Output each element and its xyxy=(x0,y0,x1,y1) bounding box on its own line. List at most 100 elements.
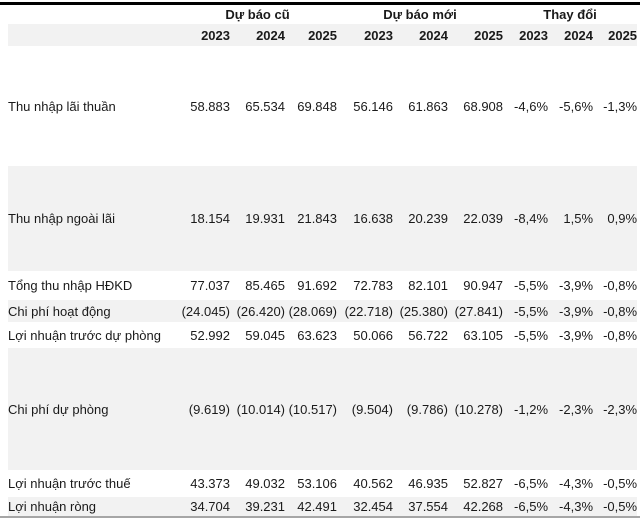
year-header: 2023 xyxy=(364,27,393,43)
cell-value: 85.465 xyxy=(245,278,285,293)
cell-value: -2,3% xyxy=(603,401,638,417)
cell-value: 53.106 xyxy=(297,476,337,491)
cell-value: 82.101 xyxy=(408,278,448,293)
cell-value: 50.066 xyxy=(353,327,393,343)
cell-value: -0,5% xyxy=(603,476,638,491)
cell-value: -8,4% xyxy=(514,211,549,226)
column-group-header-row: Dự báo cũ Dự báo mới Thay đổi xyxy=(8,5,637,24)
year-header: 2023 xyxy=(519,27,549,43)
cell-value: 69.848 xyxy=(297,98,337,114)
cell-value: 39.231 xyxy=(245,499,285,514)
cell-value: 40.562 xyxy=(353,476,393,491)
year-header-row: 2023 2024 2025 2023 2024 2025 2023 2024 … xyxy=(8,24,638,46)
table-row: Thu nhập lãi thuần 58.883 65.534 69.848 … xyxy=(8,46,637,166)
cell-value: 19.931 xyxy=(245,211,285,226)
year-header: 2024 xyxy=(564,27,594,43)
cell-value: 56.146 xyxy=(353,98,393,114)
cell-value: -0,8% xyxy=(603,303,638,319)
cell-value: 1,5% xyxy=(563,211,594,226)
cell-value: 0,9% xyxy=(607,211,638,226)
table-row: Tổng thu nhập HĐKD 77.037 85.465 91.692 … xyxy=(8,271,637,300)
cell-value: (25.380) xyxy=(399,303,448,319)
cell-value: (22.718) xyxy=(344,303,393,319)
cell-value: -5,6% xyxy=(559,98,594,114)
cell-value: (10.278) xyxy=(454,401,504,417)
table-bottom-border xyxy=(0,516,640,518)
cell-value: 56.722 xyxy=(408,327,448,343)
cell-value: 59.045 xyxy=(245,327,285,343)
cell-value: 91.692 xyxy=(297,278,337,293)
col-group-new-forecast: Dự báo mới xyxy=(383,7,457,22)
table-row: Lợi nhuận trước dự phòng 52.992 59.045 6… xyxy=(8,322,637,348)
year-header: 2025 xyxy=(608,27,638,43)
cell-value: (28.069) xyxy=(288,303,337,319)
row-label: Thu nhập lãi thuần xyxy=(8,98,116,114)
table-row: Thu nhập ngoài lãi 18.154 19.931 21.843 … xyxy=(8,166,638,271)
year-header: 2024 xyxy=(256,27,285,43)
cell-value: 16.638 xyxy=(353,211,393,226)
cell-value: 34.704 xyxy=(190,499,230,514)
row-label: Chi phí dự phòng xyxy=(8,401,109,417)
cell-value: 52.827 xyxy=(463,476,504,491)
cell-value: -4,6% xyxy=(514,98,549,114)
cell-value: -5,5% xyxy=(514,278,549,293)
cell-value: 65.534 xyxy=(245,98,285,114)
row-label: Lợi nhuận ròng xyxy=(8,499,97,514)
cell-value: -3,9% xyxy=(559,303,594,319)
label-column-spacer xyxy=(8,24,178,46)
cell-value: 21.843 xyxy=(297,211,337,226)
cell-value: 42.268 xyxy=(463,499,504,514)
cell-value: -2,3% xyxy=(559,401,594,417)
cell-value: 49.032 xyxy=(245,476,285,491)
cell-value: 37.554 xyxy=(408,499,448,514)
cell-value: 20.239 xyxy=(408,211,448,226)
cell-value: -3,9% xyxy=(559,278,594,293)
cell-value: (9.786) xyxy=(406,401,448,417)
cell-value: -6,5% xyxy=(514,476,549,491)
cell-value: 72.783 xyxy=(353,278,393,293)
cell-value: 68.908 xyxy=(463,98,504,114)
year-header: 2023 xyxy=(201,27,230,43)
cell-value: 63.105 xyxy=(463,327,504,343)
table-row: Lợi nhuận ròng 34.704 39.231 42.491 32.4… xyxy=(8,497,638,516)
table-row: Chi phí hoạt động (24.045) (26.420) (28.… xyxy=(8,300,638,322)
row-label: Thu nhập ngoài lãi xyxy=(8,211,115,226)
cell-value: -3,9% xyxy=(559,327,594,343)
forecast-table-page: Dự báo cũ Dự báo mới Thay đổi 2023 2024 … xyxy=(0,2,640,518)
cell-value: 22.039 xyxy=(463,211,504,226)
cell-value: 46.935 xyxy=(408,476,448,491)
cell-value: (27.841) xyxy=(454,303,504,319)
row-label: Chi phí hoạt động xyxy=(8,303,111,319)
cell-value: (9.619) xyxy=(188,401,230,417)
cell-value: 52.992 xyxy=(190,327,230,343)
cell-value: 43.373 xyxy=(190,476,230,491)
cell-value: -0,8% xyxy=(603,278,638,293)
cell-value: 90.947 xyxy=(463,278,504,293)
col-group-change: Thay đổi xyxy=(543,7,597,22)
cell-value: -5,5% xyxy=(514,303,549,319)
year-header: 2024 xyxy=(419,27,448,43)
cell-value: (10.517) xyxy=(288,401,337,417)
year-header: 2025 xyxy=(308,27,337,43)
cell-value: 77.037 xyxy=(190,278,230,293)
cell-value: 63.623 xyxy=(297,327,337,343)
cell-value: -6,5% xyxy=(514,499,549,514)
cell-value: 58.883 xyxy=(190,98,230,114)
table-row: Lợi nhuận trước thuế 43.373 49.032 53.10… xyxy=(8,470,637,497)
col-group-old-forecast: Dự báo cũ xyxy=(225,7,290,22)
cell-value: 18.154 xyxy=(190,211,230,226)
row-label: Lợi nhuận trước dự phòng xyxy=(8,327,161,343)
cell-value: 32.454 xyxy=(353,499,393,514)
cell-value: (9.504) xyxy=(351,401,393,417)
row-label: Lợi nhuận trước thuế xyxy=(8,476,131,491)
forecast-table: Dự báo cũ Dự báo mới Thay đổi 2023 2024 … xyxy=(8,5,638,516)
cell-value: -1,2% xyxy=(514,401,549,417)
cell-value: 61.863 xyxy=(408,98,448,114)
cell-value: -5,5% xyxy=(514,327,549,343)
cell-value: -0,5% xyxy=(603,499,638,514)
cell-value: 42.491 xyxy=(297,499,337,514)
year-header: 2025 xyxy=(474,27,504,43)
label-column-spacer xyxy=(8,5,178,24)
table-top-border xyxy=(0,2,640,5)
cell-value: -0,8% xyxy=(603,327,638,343)
